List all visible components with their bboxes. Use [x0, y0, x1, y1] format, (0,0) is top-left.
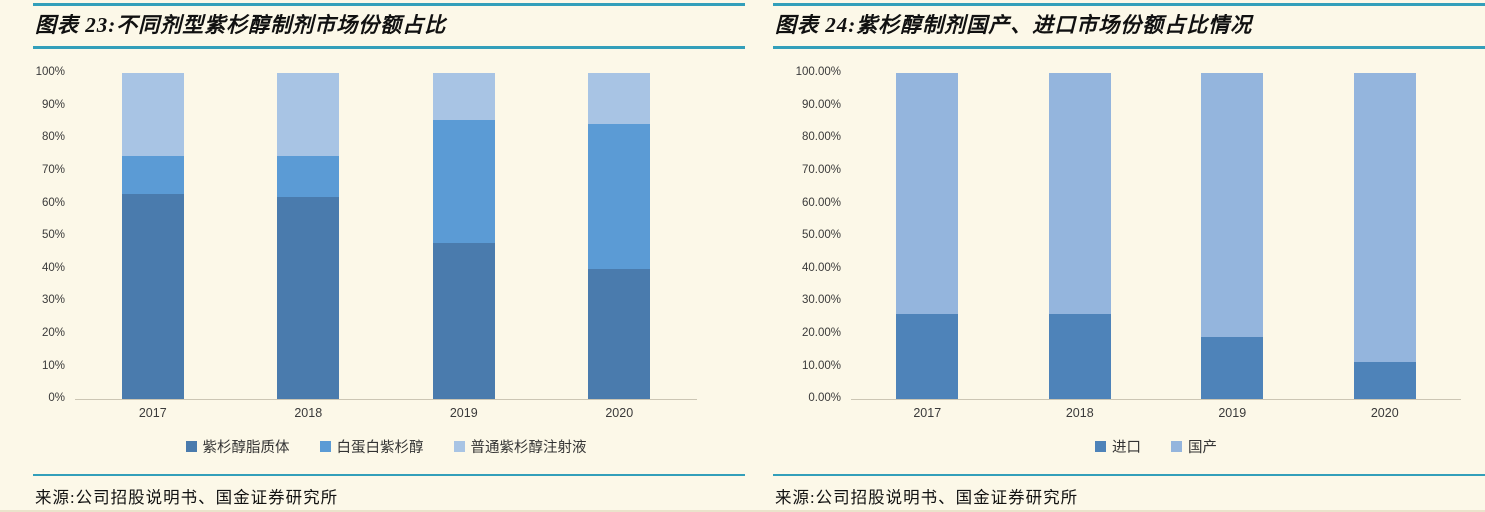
bar-slot-2017	[75, 73, 231, 400]
legend: 进口 国产	[851, 436, 1461, 457]
source-note: 来源:公司招股说明书、国金证券研究所	[773, 474, 1485, 508]
bar-slot-2019	[386, 73, 542, 400]
y-tick-label: 50%	[41, 229, 65, 242]
figure-title: 图表 24:紫杉醇制剂国产、进口市场份额占比情况	[773, 3, 1485, 50]
plot-area	[75, 73, 698, 401]
figure-panel-23: 图表 23:不同剂型紫杉醇制剂市场份额占比 100% 90% 80% 70% 60% 50…	[33, 3, 745, 508]
y-tick-label: 10%	[41, 359, 65, 372]
legend-marker	[1095, 441, 1106, 453]
legend-label: 白蛋白紫杉醇	[336, 440, 424, 457]
legend-marker	[319, 441, 331, 453]
x-tick-label: 2019	[1218, 406, 1247, 421]
y-tick-label: 60.00%	[801, 196, 841, 209]
stacked-bar-2020	[1353, 73, 1416, 400]
bar-segment	[896, 73, 959, 315]
bar-slot-2018	[231, 73, 387, 400]
bar-segment	[1353, 73, 1416, 362]
y-tick-label: 30.00%	[801, 294, 841, 307]
bar-segment	[588, 73, 651, 124]
y-tick-label: 10.00%	[801, 359, 841, 372]
bar-segment	[588, 123, 651, 269]
bar-segment	[1353, 361, 1416, 400]
legend-item: 普通紫杉醇注射液	[453, 436, 587, 457]
chart-area: 100% 90% 80% 70% 60% 50% 40% 30% 20% 10% 0% 2017 20…	[33, 66, 745, 457]
x-tick-label: 2017	[913, 406, 942, 421]
y-axis: 100.00% 90.00% 80.00% 70.00% 60.00% 50.00% 40.…	[773, 66, 851, 404]
figure-title: 图表 23:不同剂型紫杉醇制剂市场份额占比	[33, 3, 745, 50]
y-tick-label: 0.00%	[808, 392, 841, 405]
stacked-bar-2017	[121, 73, 184, 400]
x-tick-label: 2019	[449, 406, 478, 421]
plot-wrap: 2017 2018 2019 2020 紫杉醇脂质体 白蛋白紫杉醇 普通紫杉醇注射液	[75, 73, 697, 457]
y-tick-label: 70%	[41, 163, 65, 176]
bar-slot-2020	[542, 73, 698, 400]
y-tick-label: 100.00%	[795, 66, 841, 79]
y-tick-label: 20.00%	[801, 326, 841, 339]
stacked-bar-2017	[896, 73, 959, 400]
x-tick-label: 2017	[138, 406, 167, 421]
bar-segment	[121, 73, 184, 157]
stacked-bar-2018	[277, 73, 340, 400]
y-tick-label: 40%	[41, 261, 65, 274]
bar-segment	[1048, 314, 1111, 400]
bar-segment	[121, 156, 184, 194]
bar-segment	[1201, 73, 1264, 338]
y-axis: 100% 90% 80% 70% 60% 50% 40% 30% 20% 10% 0%	[33, 66, 75, 404]
y-tick-label: 80%	[41, 131, 65, 144]
bar-segment	[121, 193, 184, 400]
bar-segment	[277, 73, 340, 157]
plot-area	[851, 73, 1462, 401]
legend-item: 紫杉醇脂质体	[185, 436, 290, 457]
x-tick-label: 2018	[1065, 406, 1094, 421]
plot-wrap: 2017 2018 2019 2020 进口 国产	[851, 73, 1461, 457]
bar-segment	[896, 314, 959, 400]
y-tick-label: 20%	[41, 326, 65, 339]
y-tick-label: 30%	[41, 294, 65, 307]
y-tick-label: 90%	[41, 98, 65, 111]
stacked-bar-2019	[432, 73, 495, 400]
legend-label: 进口	[1112, 440, 1141, 457]
legend-item: 进口	[1095, 436, 1141, 457]
bar-segment	[432, 120, 495, 243]
y-tick-label: 0%	[48, 392, 65, 405]
bar-segment	[277, 156, 340, 198]
figure-panel-24: 图表 24:紫杉醇制剂国产、进口市场份额占比情况 100.00% 90.00% 80…	[773, 3, 1485, 508]
legend-marker	[453, 441, 465, 453]
y-tick-label: 100%	[35, 66, 65, 79]
stacked-bar-2019	[1201, 73, 1264, 400]
y-tick-label: 70.00%	[801, 163, 841, 176]
x-tick-label: 2020	[605, 406, 634, 421]
bar-segment	[1201, 337, 1264, 400]
bar-slot-2018	[1004, 73, 1157, 400]
bar-segment	[432, 242, 495, 400]
legend-marker	[185, 441, 197, 453]
x-axis-labels: 2017 2018 2019 2020	[75, 406, 697, 420]
legend: 紫杉醇脂质体 白蛋白紫杉醇 普通紫杉醇注射液	[75, 436, 697, 457]
legend-label: 紫杉醇脂质体	[202, 440, 290, 457]
legend-marker	[1171, 441, 1182, 453]
legend-label: 普通紫杉醇注射液	[470, 440, 587, 457]
x-tick-label: 2018	[294, 406, 323, 421]
y-tick-label: 50.00%	[801, 229, 841, 242]
bar-segment	[1048, 73, 1111, 315]
bar-segment	[588, 268, 651, 400]
bar-slot-2017	[851, 73, 1004, 400]
bar-segment	[432, 73, 495, 121]
stacked-bar-2020	[588, 73, 651, 400]
bar-slot-2020	[1309, 73, 1462, 400]
legend-item: 国产	[1171, 436, 1217, 457]
legend-label: 国产	[1188, 440, 1217, 457]
bar-slot-2019	[1156, 73, 1309, 400]
y-tick-label: 80.00%	[801, 131, 841, 144]
y-tick-label: 90.00%	[801, 98, 841, 111]
source-note: 来源:公司招股说明书、国金证券研究所	[33, 474, 745, 508]
legend-item: 白蛋白紫杉醇	[319, 436, 424, 457]
x-tick-label: 2020	[1370, 406, 1399, 421]
bar-segment	[277, 197, 340, 400]
x-axis-labels: 2017 2018 2019 2020	[851, 406, 1461, 420]
chart-area: 100.00% 90.00% 80.00% 70.00% 60.00% 50.00% 40.…	[773, 66, 1485, 457]
y-tick-label: 60%	[41, 196, 65, 209]
y-tick-label: 40.00%	[801, 261, 841, 274]
stacked-bar-2018	[1048, 73, 1111, 400]
